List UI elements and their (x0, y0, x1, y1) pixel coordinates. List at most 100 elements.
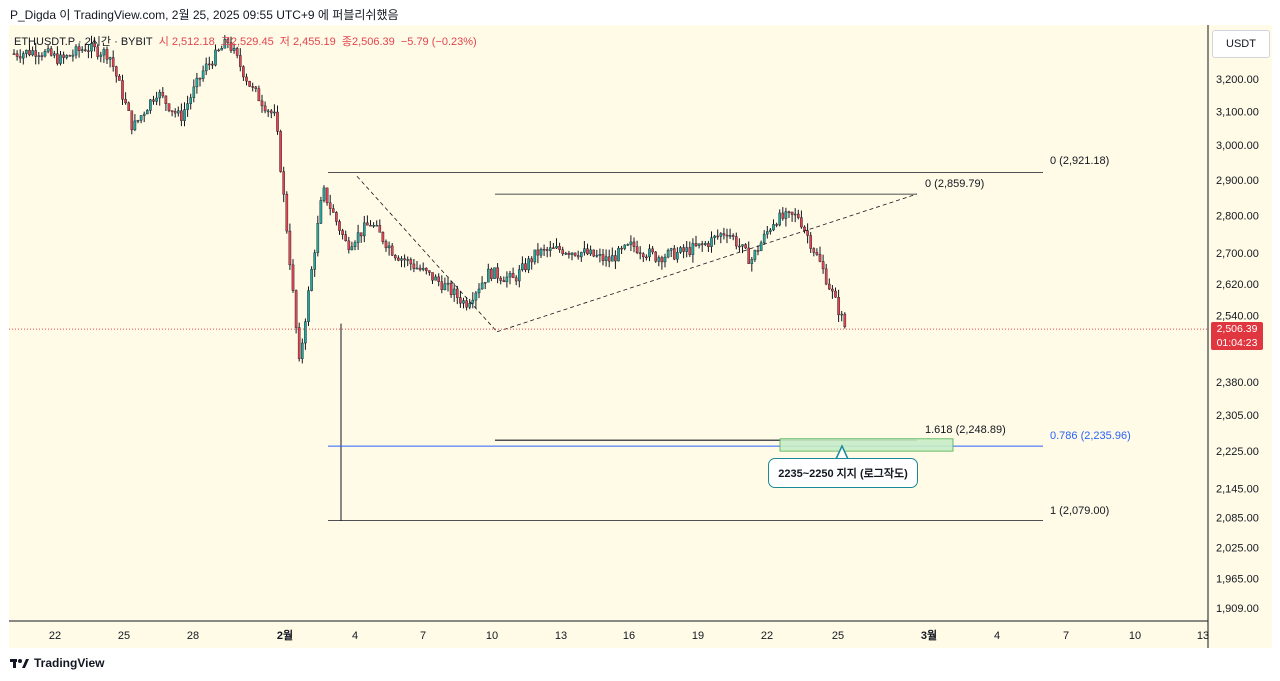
support-callout[interactable]: 2235~2250 지지 (로그작도) (768, 458, 918, 488)
candle-body (552, 247, 555, 249)
candle-body (542, 248, 546, 251)
candle-body (195, 77, 199, 88)
symbol-legend[interactable]: ETHUSDT.P · 2시간 · BYBIT 시 2,512.18 고2,52… (14, 33, 480, 49)
candle-body (797, 213, 800, 218)
candle-body (40, 55, 44, 57)
candle-body (762, 233, 766, 244)
candle-body (828, 283, 831, 290)
candle-body (34, 50, 37, 57)
candle-body (421, 267, 425, 270)
legend-open: 시 2,512.18 (158, 36, 215, 48)
candle-body (403, 258, 406, 261)
candle-body (260, 100, 264, 107)
candle-body (620, 247, 623, 250)
candle-body (691, 243, 695, 255)
candle-body (583, 248, 586, 253)
candle-body (651, 248, 654, 253)
candle-body (642, 253, 645, 258)
candle-body (288, 230, 292, 266)
candle-body (378, 225, 382, 233)
candle-body (214, 49, 217, 66)
fib-0-inner-label: 0 (2,859.79) (925, 178, 984, 190)
support-zone-box (779, 438, 954, 452)
candle-body (710, 237, 713, 247)
tradingview-logo[interactable]: TradingView (10, 656, 104, 670)
plot-area[interactable] (9, 25, 1208, 621)
candle-body (400, 258, 403, 261)
candle-body (474, 292, 478, 301)
candle-body (793, 213, 797, 216)
candle-body (37, 55, 41, 57)
candle-body (741, 244, 744, 247)
candle-body (114, 66, 118, 77)
candle-body (304, 321, 307, 344)
candle-body (775, 224, 778, 226)
candle-body (363, 222, 366, 237)
x-tick-label: 4 (352, 630, 358, 642)
candle-body (15, 53, 19, 57)
candle-body (28, 49, 31, 56)
candle-body (604, 256, 608, 261)
candle-body (666, 250, 670, 258)
candle-body (313, 252, 317, 270)
candle-body (462, 300, 465, 304)
candle-body (831, 288, 834, 292)
candle-body (555, 246, 558, 249)
candle-body (136, 120, 140, 122)
candle-body (539, 248, 543, 256)
candle-body (127, 102, 130, 111)
candle-body (49, 48, 53, 56)
candle-body (573, 252, 577, 256)
candle-body (96, 46, 99, 57)
candle-body (170, 110, 174, 112)
candle-body (688, 247, 692, 255)
candle-body (598, 254, 602, 256)
candle-body (564, 252, 568, 255)
candle-body (105, 49, 109, 60)
candle-body (781, 212, 785, 219)
candle-body (59, 54, 62, 64)
candle-body (56, 53, 59, 64)
candle-body (350, 246, 354, 250)
candle-body (217, 49, 220, 52)
candle-body (722, 233, 726, 236)
candle-body (812, 248, 816, 253)
candle-body (772, 224, 775, 231)
candle-body (390, 245, 394, 256)
candle-body (335, 212, 338, 222)
legend-high: 고2,529.45 (220, 36, 274, 48)
candle-body (549, 247, 552, 251)
candle-body (502, 280, 506, 283)
candle-body (713, 235, 716, 238)
candle-body (682, 247, 685, 252)
candle-body (514, 277, 518, 282)
y-tick-label: 1,909.00 (1216, 603, 1259, 615)
candle-body (310, 269, 313, 291)
candle-body (118, 75, 121, 81)
candle-body (65, 55, 68, 58)
currency-selector[interactable]: USDT (1212, 30, 1270, 58)
candle-body (291, 264, 295, 291)
candle-body (121, 80, 124, 100)
candle-body (192, 86, 196, 98)
candle-body (220, 48, 224, 51)
candle-body (766, 231, 769, 235)
candle-body (316, 223, 320, 253)
y-tick-label: 2,540.00 (1216, 311, 1259, 323)
candle-body (201, 70, 205, 79)
candle-body (74, 46, 78, 56)
candle-body (282, 171, 286, 195)
candle-body (700, 243, 704, 246)
candle-body (307, 290, 310, 322)
candle-body (840, 313, 843, 316)
candle-body (753, 250, 757, 260)
candle-body (394, 255, 397, 259)
candle-body (325, 187, 329, 204)
time-axis[interactable] (9, 621, 1272, 648)
candle-body (412, 263, 416, 269)
candle-body (669, 248, 673, 251)
candle-body (493, 267, 496, 279)
candle-body (285, 193, 289, 232)
candle-body (654, 251, 657, 262)
